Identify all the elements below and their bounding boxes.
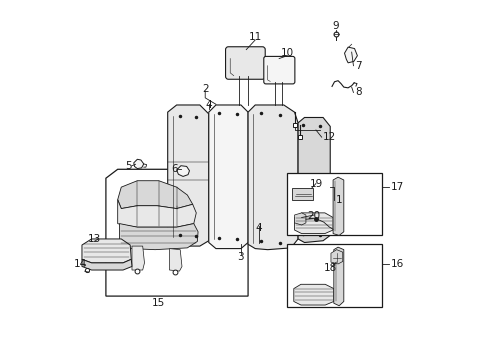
Text: 14: 14 <box>73 259 87 269</box>
Polygon shape <box>132 246 144 270</box>
Text: 3: 3 <box>237 252 244 262</box>
FancyBboxPatch shape <box>225 47 264 79</box>
Text: 9: 9 <box>332 21 338 31</box>
Polygon shape <box>82 259 132 270</box>
Text: 20: 20 <box>307 211 320 221</box>
Text: 12: 12 <box>323 132 336 142</box>
Polygon shape <box>344 47 357 63</box>
Text: 13: 13 <box>88 234 101 244</box>
Text: 5: 5 <box>125 161 131 171</box>
Bar <box>287 244 381 307</box>
Polygon shape <box>330 249 342 264</box>
Polygon shape <box>106 169 247 296</box>
FancyBboxPatch shape <box>263 57 294 84</box>
Polygon shape <box>176 166 189 176</box>
Text: 4: 4 <box>255 223 262 233</box>
Polygon shape <box>293 284 333 305</box>
FancyBboxPatch shape <box>291 188 312 201</box>
Polygon shape <box>167 105 208 246</box>
Text: 15: 15 <box>152 298 165 308</box>
Polygon shape <box>208 105 247 249</box>
Polygon shape <box>333 247 343 306</box>
Text: 1: 1 <box>335 195 342 204</box>
Text: 16: 16 <box>390 259 404 269</box>
Text: 18: 18 <box>323 262 336 273</box>
Polygon shape <box>169 249 182 271</box>
Polygon shape <box>294 213 305 225</box>
Text: 7: 7 <box>354 61 361 71</box>
Polygon shape <box>119 224 198 249</box>
Text: 10: 10 <box>280 48 293 58</box>
Polygon shape <box>298 117 329 243</box>
Polygon shape <box>134 159 143 168</box>
Polygon shape <box>82 239 131 263</box>
Polygon shape <box>118 200 196 227</box>
Text: 4: 4 <box>205 100 212 110</box>
Text: 11: 11 <box>248 32 261 42</box>
Text: 2: 2 <box>202 84 208 94</box>
Text: 19: 19 <box>309 179 322 189</box>
Polygon shape <box>118 181 192 208</box>
Text: 6: 6 <box>171 164 178 174</box>
Polygon shape <box>332 177 343 235</box>
Polygon shape <box>294 213 332 234</box>
Text: 8: 8 <box>354 87 361 98</box>
Text: 17: 17 <box>390 182 404 192</box>
Bar <box>287 173 381 235</box>
Polygon shape <box>247 105 298 249</box>
